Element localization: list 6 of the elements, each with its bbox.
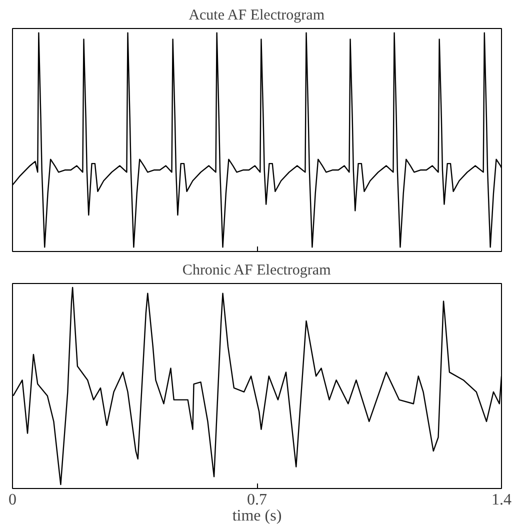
chart-title: Acute AF Electrogram: [188, 8, 325, 24]
x-tick-label: 0: [8, 492, 16, 508]
x-tick-label: 1.4: [492, 492, 512, 508]
x-axis-title: time (s): [232, 508, 282, 524]
chart-title: Chronic AF Electrogram: [182, 262, 332, 278]
x-tick-label: 0.7: [247, 492, 267, 508]
